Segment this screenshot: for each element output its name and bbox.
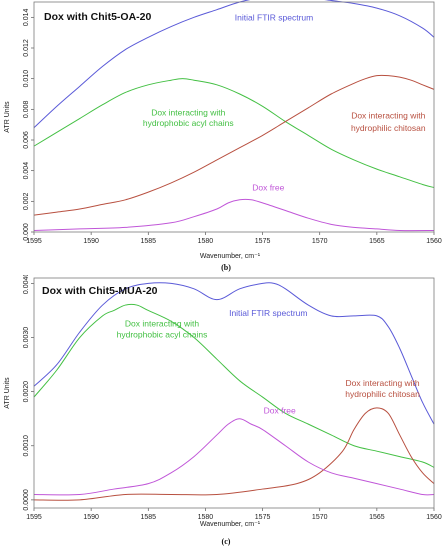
y-tick-label: 0.010 <box>23 70 30 88</box>
series-line-dox-free-c <box>33 418 435 496</box>
x-tick-label: 1560 <box>426 514 442 521</box>
annotation-label: Dox interacting with <box>151 107 225 117</box>
series-line-hydrophobic-acyl-chains-b <box>33 78 435 189</box>
annotation-label: Initial FTIR spectrum <box>229 308 307 318</box>
annotation-label: hydrophobic acyl chains <box>117 330 208 340</box>
plot-area-b: 1595 1590 1585 1580 1575 1570 1565 1560 0.000 0.0… <box>23 0 442 245</box>
y-tick-label: 0.0020 <box>23 381 30 403</box>
series-line-dox-free-b <box>33 198 435 232</box>
panel-label-b: (b) <box>221 263 231 272</box>
y-tick-label: 0.0010 <box>23 435 30 457</box>
annotation-label: hydrophilic chitosan <box>351 123 426 133</box>
annotation-label: Dox free <box>264 405 296 415</box>
y-tick-label: 0.0040 <box>23 275 30 294</box>
x-tick-label: 1565 <box>369 514 385 521</box>
x-tick-label: 1575 <box>255 514 271 521</box>
series-line-hydrophobic-acyl-chains-c <box>33 303 435 468</box>
chart-title-b: Dox with Chit5-OA-20 <box>44 11 151 23</box>
panel-label-c: (c) <box>222 537 231 546</box>
x-tick-label: 1570 <box>312 238 328 245</box>
y-tick-label: 0.006 <box>23 131 30 149</box>
x-tick-label: 1595 <box>26 238 42 245</box>
series-line-initial-ftir-spectrum-c <box>33 282 435 425</box>
annotation-label: hydrophilic chitosan <box>345 389 420 399</box>
annotation-label: Dox interacting with <box>351 111 425 121</box>
y-tick-label: 0.000 <box>23 223 30 241</box>
chart-panel-c: 1595 1590 1585 1580 1575 1570 1565 1560 0.0000 0.… <box>4 275 442 546</box>
chart-panel-b: 1595 1590 1585 1580 1575 1570 1565 1560 0.000 0.0… <box>4 0 442 272</box>
annotation-background <box>339 110 438 122</box>
plot-frame-b <box>33 1 435 233</box>
y-tick-label: 0.0000 <box>23 489 30 511</box>
chart-title-c: Dox with Chit5-MUA-20 <box>42 285 158 297</box>
y-tick-label: 0.002 <box>23 192 30 210</box>
x-tick-label: 1580 <box>198 238 214 245</box>
x-tick-label: 1585 <box>140 514 156 521</box>
annotation-label: Dox free <box>252 183 284 193</box>
annotation-label: Initial FTIR spectrum <box>235 12 313 22</box>
x-tick-label: 1585 <box>140 238 156 245</box>
y-tick-label: 0.014 <box>23 8 30 26</box>
x-tick-label: 1575 <box>255 238 271 245</box>
x-tick-label: 1560 <box>426 238 442 245</box>
x-tick-label: 1595 <box>26 514 42 521</box>
y-axis-title-c: ATR Units <box>4 377 11 409</box>
x-tick-label: 1570 <box>312 514 328 521</box>
x-axis-title-b: Wavenumber, cm⁻¹ <box>200 253 261 260</box>
x-tick-label: 1590 <box>83 514 99 521</box>
annotation-label: hydrophobic acyl chains <box>143 118 234 128</box>
y-tick-label: 0.008 <box>23 100 30 118</box>
y-tick-label: 0.004 <box>23 162 30 180</box>
annotation-label: Dox interacting with <box>345 378 419 388</box>
x-tick-label: 1590 <box>83 238 99 245</box>
y-tick-label: 0.012 <box>23 39 30 57</box>
plot-area-c: 1595 1590 1585 1580 1575 1570 1565 1560 0.0000 0.… <box>23 275 442 521</box>
x-tick-label: 1580 <box>198 514 214 521</box>
x-tick-label: 1565 <box>369 238 385 245</box>
series-line-hydrophilic-chitosan-b <box>33 74 435 216</box>
series-line-hydrophilic-chitosan-c <box>33 407 435 501</box>
plot-frame-c <box>33 277 435 509</box>
y-axis-title-b: ATR Units <box>4 101 11 133</box>
annotation-background <box>339 122 438 134</box>
annotation-label: Dox interacting with <box>125 319 199 329</box>
y-tick-label: 0.0030 <box>23 327 30 349</box>
x-axis-title-c: Wavenumber, cm⁻¹ <box>200 521 261 528</box>
